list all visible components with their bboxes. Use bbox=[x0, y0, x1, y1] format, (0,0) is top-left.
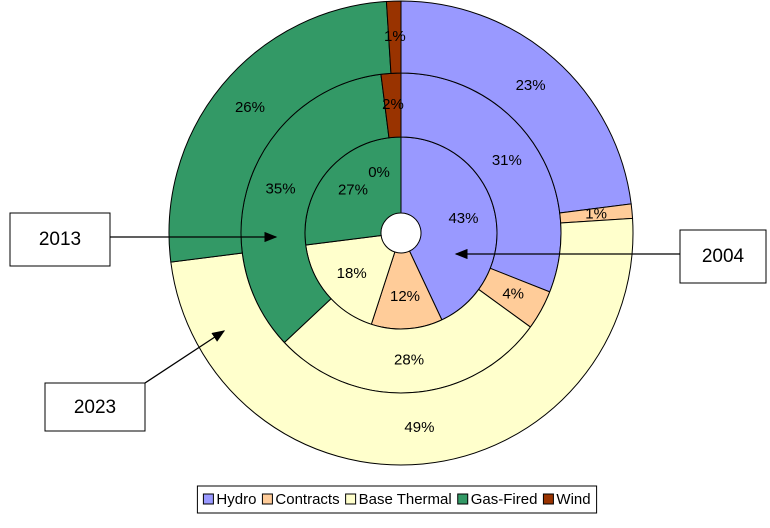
rings bbox=[168, 0, 634, 466]
annotation-arrow bbox=[144, 330, 226, 384]
annotation-2004: 2004 bbox=[454, 229, 767, 284]
annotation-2013: 2013 bbox=[9, 212, 278, 267]
legend-label: Wind bbox=[556, 491, 590, 508]
data-label: 0% bbox=[368, 164, 390, 181]
data-label: 12% bbox=[390, 288, 420, 305]
data-label: 31% bbox=[492, 152, 522, 169]
data-label: 23% bbox=[516, 77, 546, 94]
data-label: 49% bbox=[404, 419, 434, 436]
ring-segment bbox=[400, 0, 632, 214]
legend-swatch bbox=[202, 493, 214, 505]
data-label: 2% bbox=[382, 96, 404, 113]
legend-label: Contracts bbox=[275, 491, 339, 508]
data-label: 1% bbox=[384, 28, 406, 45]
legend-swatch bbox=[457, 493, 469, 505]
annotation-text: 2013 bbox=[39, 229, 81, 250]
data-label: 4% bbox=[502, 286, 524, 303]
data-label: 28% bbox=[394, 352, 424, 369]
data-label: 1% bbox=[585, 206, 607, 223]
annotation-box bbox=[9, 212, 111, 267]
data-label: 27% bbox=[338, 182, 368, 199]
legend-label: Hydro bbox=[216, 491, 256, 508]
legend-swatch bbox=[345, 493, 357, 505]
ring-segment bbox=[168, 0, 392, 263]
data-label: 26% bbox=[235, 99, 265, 116]
legend-label: Base Thermal bbox=[359, 491, 452, 508]
legend-label: Gas-Fired bbox=[471, 491, 538, 508]
ring-segment bbox=[385, 0, 402, 74]
data-label: 18% bbox=[337, 265, 367, 282]
annotation-text: 2023 bbox=[74, 397, 116, 418]
legend-swatch bbox=[542, 493, 554, 505]
annotation-box bbox=[679, 229, 767, 284]
data-label: 35% bbox=[266, 181, 296, 198]
annotation-text: 2004 bbox=[702, 246, 745, 267]
legend-swatch bbox=[261, 493, 273, 505]
annotation-box bbox=[44, 382, 146, 432]
data-label: 43% bbox=[448, 210, 478, 227]
legend-items: Hydro Contracts Base Thermal Gas-Fired Wind bbox=[202, 491, 591, 508]
ring-segment bbox=[170, 217, 634, 466]
annotation-2023: 2023 bbox=[44, 330, 226, 432]
